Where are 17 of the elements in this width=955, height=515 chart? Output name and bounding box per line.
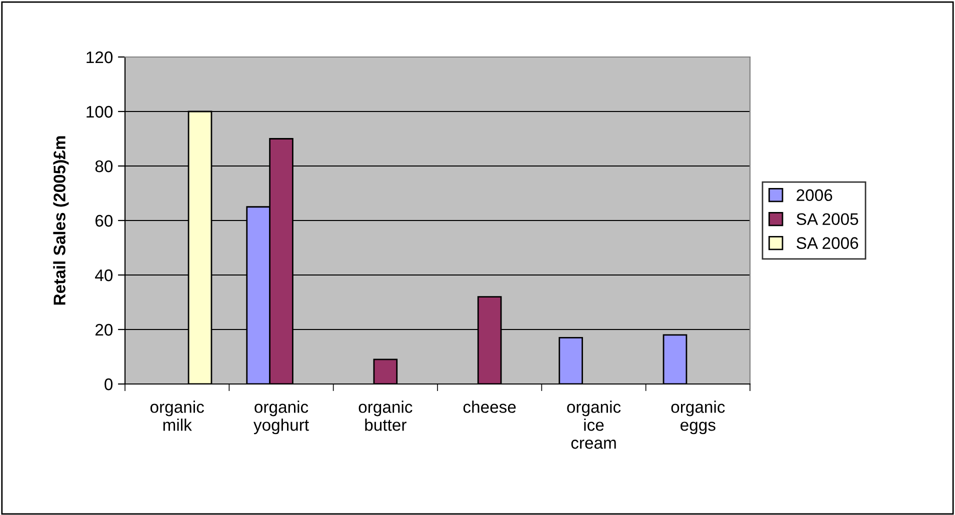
y-tick-label: 0 — [104, 378, 113, 390]
x-tick-label: organic yoghurt — [254, 400, 309, 434]
legend-label: SA 2005 — [796, 213, 858, 226]
legend-label: 2006 — [796, 189, 832, 202]
x-tick-label: cheese — [463, 400, 516, 413]
y-tick-label: 100 — [86, 106, 113, 118]
y-tick-label: 60 — [96, 214, 113, 227]
y-tick-label: 120 — [86, 51, 113, 64]
x-tick-label: organic milk — [150, 400, 204, 431]
x-tick-label: organic butter — [358, 400, 412, 431]
y-tick-label: 20 — [95, 324, 113, 336]
legend-label: SA 2006 — [796, 237, 858, 249]
y-tick-label: 40 — [95, 269, 113, 282]
x-tick-label: organic ice cream — [567, 400, 621, 449]
x-tick-label: organic eggs — [671, 400, 725, 434]
y-axis-title: Retail Sales (2005)£m — [53, 136, 69, 305]
y-tick-label: 80 — [95, 160, 113, 172]
